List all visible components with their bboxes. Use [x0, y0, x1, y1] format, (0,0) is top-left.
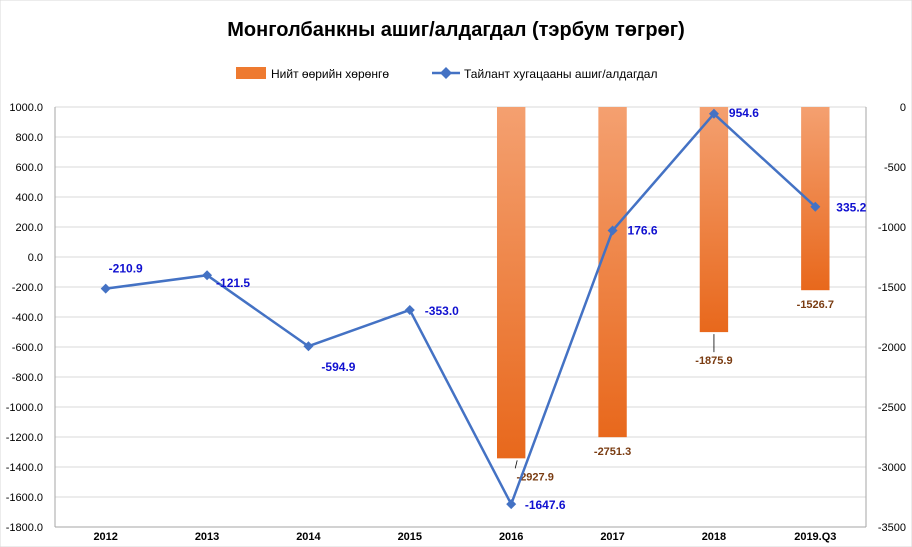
line-series [100, 108, 821, 510]
y-left-tick-label: -400.0 [12, 312, 43, 324]
x-tick-label: 2016 [499, 531, 523, 543]
x-tick-label: 2018 [702, 531, 726, 543]
y-left-tick-label: -1600.0 [6, 492, 43, 504]
line-point [506, 499, 517, 510]
y-axis-left: 1000.0 800.0 600.0 400.0 200.0 0.0 -200.0 -400.… [6, 102, 56, 534]
line-path [105, 112, 817, 508]
line-point [303, 341, 314, 352]
y-left-tick-label: 0.0 [28, 252, 43, 264]
line-data-label: 954.6 [729, 106, 759, 120]
line-data-labels: -210.9 -121.5 -594.9 -353.0 -1647.6 176.6 954.… [109, 106, 867, 512]
line-point [810, 201, 821, 212]
y-right-tick-label: 0 [900, 102, 906, 114]
x-tick-label: 2015 [398, 531, 422, 543]
line-point [607, 225, 618, 236]
y-left-tick-label: -1000.0 [6, 402, 43, 414]
y-left-tick-label: 200.0 [15, 222, 43, 234]
legend-label-bar: Нийт өөрийн хөрөнгө [271, 67, 389, 81]
x-tick-label: 2014 [296, 531, 321, 543]
y-left-tick-label: 600.0 [15, 162, 43, 174]
y-left-tick-label: 400.0 [15, 192, 43, 204]
line-data-label: -1647.6 [525, 498, 566, 512]
y-right-tick-label: -2000 [878, 342, 906, 354]
line-data-label: -353.0 [425, 304, 459, 318]
y-right-tick-label: -3000 [878, 462, 906, 474]
x-axis: 2012 2013 2014 2015 2016 2017 2018 2019.Q3 [55, 526, 866, 543]
y-left-tick-label: 800.0 [15, 132, 43, 144]
bar-data-label: -1875.9 [695, 355, 732, 367]
line-data-label: -121.5 [216, 276, 250, 290]
y-right-tick-label: -500 [884, 162, 906, 174]
bar-data-labels: -2927.9 -2751.3 -1875.9 -1526.7 [514, 299, 834, 483]
bar-label-leader [514, 460, 518, 469]
x-tick-label: 2019.Q3 [794, 531, 836, 543]
legend-label-line: Тайлант хугацааны ашиг/алдагдал [464, 67, 657, 81]
x-tick-label: 2017 [600, 531, 624, 543]
y-right-tick-label: -3500 [878, 522, 906, 534]
gridlines [55, 106, 866, 528]
y-right-tick-label: -2500 [878, 402, 906, 414]
line-point [100, 283, 111, 294]
bar-data-label: -1526.7 [797, 299, 834, 311]
legend-line-marker [440, 67, 452, 79]
bar-series [496, 107, 830, 459]
y-left-tick-label: -200.0 [12, 282, 43, 294]
line-point [404, 304, 415, 315]
bar-data-label: -2751.3 [594, 446, 631, 458]
y-left-tick-label: -1200.0 [6, 432, 43, 444]
legend-swatch-bar [236, 67, 266, 79]
bar [496, 107, 526, 459]
bar-data-label: -2927.9 [517, 471, 554, 483]
y-axis-right: 0 -500 -1000 -1500 -2000 -2500 -3000 -3500 [865, 102, 906, 534]
line-point [708, 108, 719, 119]
bar [598, 107, 627, 438]
y-right-tick-label: -1500 [878, 282, 906, 294]
line-data-label: -210.9 [109, 262, 143, 276]
y-left-tick-label: 1000.0 [9, 102, 43, 114]
line-point [202, 270, 213, 281]
line-data-label: -594.9 [321, 360, 355, 374]
chart-title: Монголбанкны ашиг/алдагдал (тэрбум төгрө… [227, 19, 685, 41]
y-left-tick-label: -1800.0 [6, 522, 43, 534]
x-tick-label: 2012 [93, 531, 117, 543]
y-left-tick-label: -600.0 [12, 342, 43, 354]
line-data-label: 176.6 [628, 224, 658, 238]
x-tick-label: 2013 [195, 531, 219, 543]
line-data-label: 335.2 [836, 201, 866, 215]
legend: Нийт өөрийн хөрөнгө Тайлант хугацааны аш… [236, 67, 657, 81]
bar [699, 107, 729, 333]
y-left-tick-label: -800.0 [12, 372, 43, 384]
y-right-tick-label: -1000 [878, 222, 906, 234]
y-left-tick-label: -1400.0 [6, 462, 43, 474]
